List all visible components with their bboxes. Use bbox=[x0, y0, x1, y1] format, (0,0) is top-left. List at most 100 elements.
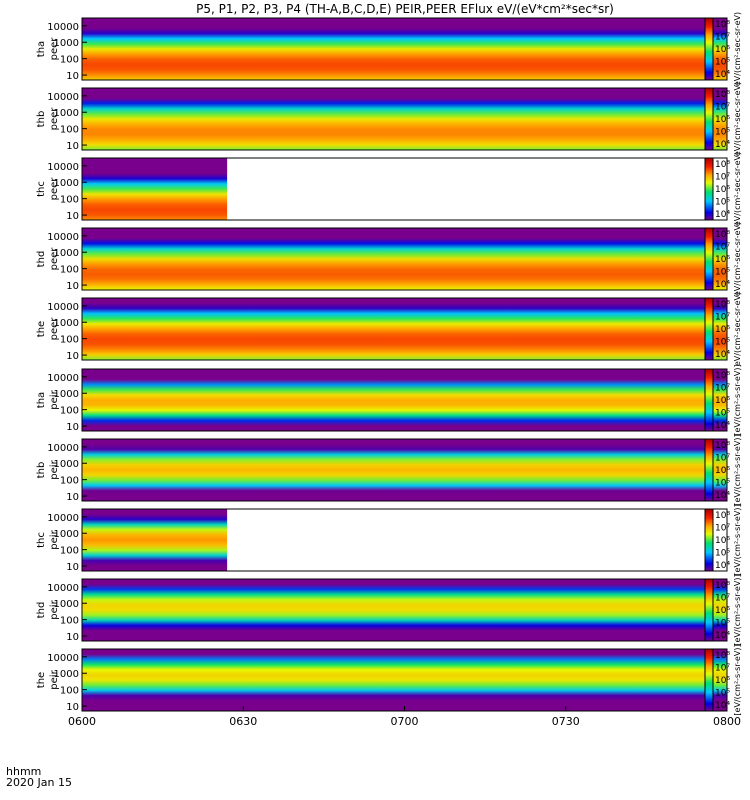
panel-label-product: peer bbox=[49, 247, 60, 271]
panel-frame bbox=[81, 368, 728, 432]
colorbar-tick-label: 10⁵ bbox=[715, 267, 730, 277]
colorbar-tick-label: 10⁶ bbox=[715, 606, 730, 616]
date-label: 2020 Jan 15 bbox=[6, 776, 72, 789]
colorbar-unit-label: [eV/(cm²-s-sr-eV)] bbox=[733, 644, 742, 715]
x-tick-label: 0700 bbox=[391, 715, 419, 728]
colorbar-tick-label: 10⁴ bbox=[715, 701, 730, 711]
heatmap-band bbox=[82, 158, 228, 220]
colorbar-tick-label: 10⁴ bbox=[715, 70, 730, 80]
y-tick-label: 100 bbox=[60, 686, 79, 697]
panel-label-probe: thd bbox=[36, 602, 47, 619]
panel-frame bbox=[81, 438, 728, 502]
colorbar-tick-label: 10⁴ bbox=[715, 350, 730, 360]
colorbar bbox=[704, 648, 714, 712]
colorbar-tick-label: 10⁶ bbox=[715, 325, 730, 335]
colorbar-tick-label: 10⁷ bbox=[715, 173, 730, 183]
heatmap-band bbox=[82, 298, 727, 360]
colorbar-tick-label: 10⁸ bbox=[715, 651, 730, 661]
panel-label-probe: the bbox=[36, 321, 47, 337]
y-tick-label: 100 bbox=[60, 546, 79, 557]
colorbar bbox=[704, 17, 714, 81]
colorbar-unit-label: eV/(cm²-sec-sr-eV) bbox=[733, 12, 742, 86]
x-axis: 0600 0630 0700 0730 0800 bbox=[68, 706, 741, 728]
colorbar bbox=[704, 87, 714, 151]
y-tick-label: 100 bbox=[60, 406, 79, 417]
x-axis-label: hhmm bbox=[6, 765, 41, 778]
heatmap-band bbox=[82, 649, 727, 711]
colorbar-tick-label: 10⁷ bbox=[715, 103, 730, 113]
y-tick-label: 10000 bbox=[47, 513, 79, 524]
y-tick-label: 10000 bbox=[47, 302, 79, 313]
y-tick-label: 10 bbox=[66, 632, 79, 643]
y-tick-label: 1000 bbox=[54, 669, 79, 680]
y-tick-label: 100 bbox=[60, 125, 79, 136]
colorbar-tick-label: 10⁵ bbox=[715, 548, 730, 558]
colorbar bbox=[704, 438, 714, 502]
y-tick-label: 1000 bbox=[54, 318, 79, 329]
y-tick-label: 1000 bbox=[54, 38, 79, 49]
colorbar-tick-label: 10⁵ bbox=[715, 197, 730, 207]
y-tick-label: 10000 bbox=[47, 92, 79, 103]
panel-label-product: peer bbox=[49, 317, 60, 341]
y-tick-label: 10 bbox=[66, 141, 79, 152]
colorbar-tick-label: 10⁸ bbox=[715, 300, 730, 310]
y-tick-label: 10000 bbox=[47, 22, 79, 33]
y-tick-label: 10 bbox=[66, 492, 79, 503]
heatmap-band bbox=[82, 88, 727, 150]
colorbar-tick-label: 10⁶ bbox=[715, 536, 730, 546]
y-tick-label: 10 bbox=[66, 211, 79, 222]
panel-frame bbox=[81, 227, 728, 291]
heatmap-band bbox=[82, 18, 727, 80]
colorbar bbox=[704, 508, 714, 572]
colorbar-unit-label: [eV/(cm²-s-sr-eV)] bbox=[733, 574, 742, 645]
colorbar-tick-label: 10⁴ bbox=[715, 631, 730, 641]
colorbar bbox=[704, 227, 714, 291]
panel-label-product: peer bbox=[49, 107, 60, 131]
colorbar-tick-label: 10⁸ bbox=[715, 90, 730, 100]
colorbar-tick-label: 10⁶ bbox=[715, 466, 730, 476]
panel-label-probe: thc bbox=[36, 181, 47, 197]
colorbar-tick-label: 10⁸ bbox=[715, 20, 730, 30]
panel-label-product: peir bbox=[49, 529, 60, 549]
colorbar-tick-label: 10⁴ bbox=[715, 491, 730, 501]
colorbar-tick-label: 10⁵ bbox=[715, 127, 730, 137]
panel-frame bbox=[81, 508, 728, 572]
colorbar-tick-label: 10⁵ bbox=[715, 57, 730, 67]
heatmap-band bbox=[82, 579, 727, 641]
x-tick-label: 0800 bbox=[713, 715, 741, 728]
colorbar-tick-label: 10⁴ bbox=[715, 210, 730, 220]
y-tick-label: 1000 bbox=[54, 459, 79, 470]
figure-title: P5, P1, P2, P3, P4 (TH-A,B,C,D,E) PEIR,P… bbox=[196, 2, 614, 16]
y-tick-label: 1000 bbox=[54, 599, 79, 610]
colorbar-tick-label: 10⁶ bbox=[715, 45, 730, 55]
panel-label-probe: thd bbox=[36, 251, 47, 268]
panel-label-product: peir bbox=[49, 669, 60, 689]
y-tick-label: 10000 bbox=[47, 373, 79, 384]
y-tick-label: 10 bbox=[66, 71, 79, 82]
y-tick-label: 10 bbox=[66, 422, 79, 433]
panel-label-product: peir bbox=[49, 389, 60, 409]
y-tick-label: 10 bbox=[66, 562, 79, 573]
colorbar bbox=[704, 297, 714, 361]
colorbar bbox=[704, 578, 714, 642]
x-tick-label: 0630 bbox=[229, 715, 257, 728]
colorbar-unit-label: [eV/(cm²-s-sr-eV)] bbox=[733, 364, 742, 435]
panel-label-probe: tha bbox=[36, 392, 47, 408]
colorbar-tick-label: 10⁴ bbox=[715, 421, 730, 431]
panel-frame bbox=[81, 578, 728, 642]
panel-frame bbox=[81, 87, 728, 151]
colorbar-unit-label: [eV/(cm²-s-sr-eV)] bbox=[733, 434, 742, 505]
colorbar-tick-label: 10⁷ bbox=[715, 664, 730, 674]
y-tick-label: 10000 bbox=[47, 162, 79, 173]
colorbar-tick-label: 10⁵ bbox=[715, 618, 730, 628]
colorbar-tick-label: 10⁴ bbox=[715, 561, 730, 571]
heatmap-band bbox=[82, 509, 228, 571]
panel-frame bbox=[81, 297, 728, 361]
colorbar bbox=[704, 368, 714, 432]
panel-label-probe: tha bbox=[36, 41, 47, 57]
colorbar-tick-label: 10⁸ bbox=[715, 581, 730, 591]
